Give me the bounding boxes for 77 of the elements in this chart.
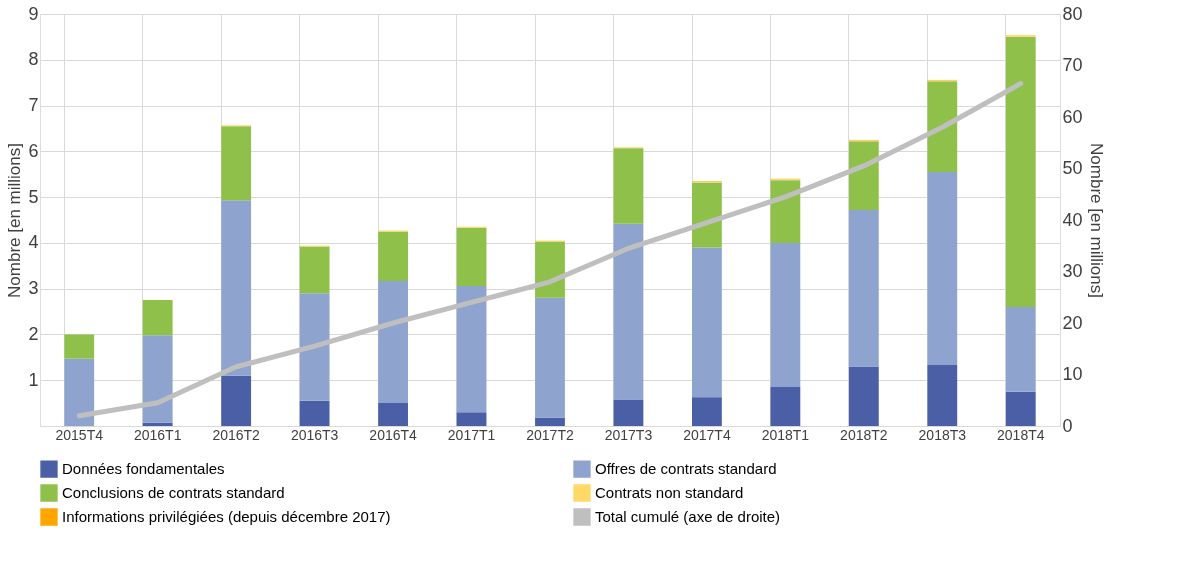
bar: [221, 375, 252, 426]
bar: [535, 417, 565, 426]
x-tick-label: 2018T1: [761, 426, 810, 443]
x-tick-label: 2018T3: [918, 426, 967, 443]
y2-tick-label: 80: [1062, 3, 1083, 24]
bar: [848, 209, 879, 367]
y-tick-label: 4: [28, 232, 39, 253]
bar: [927, 81, 958, 172]
bar: [221, 126, 252, 201]
x-tick-label: 2017T3: [604, 426, 653, 443]
y-tick-label: 2: [28, 323, 39, 344]
legend-label: Offres de contrats standard: [595, 460, 777, 478]
bar: [535, 297, 565, 418]
bar: [770, 387, 801, 426]
bar: [64, 358, 95, 426]
y-tick-label: 9: [28, 3, 39, 24]
x-tick-label: 2016T3: [290, 426, 339, 443]
bar: [142, 300, 173, 336]
bar: [456, 285, 487, 413]
bar: [535, 241, 565, 298]
bar: [692, 247, 722, 398]
y2-axis-title: Nombre [en millions]: [1086, 143, 1106, 298]
x-tick-label: 2015T4: [55, 426, 104, 443]
bar: [1005, 306, 1036, 392]
bar: [848, 366, 879, 426]
bar: [142, 422, 173, 426]
legend-label: Conclusions de contrats standard: [62, 484, 285, 501]
y-tick-label: 8: [28, 49, 39, 70]
y-tick-label: 1: [28, 369, 39, 390]
y-tick-label: 5: [28, 186, 39, 207]
bar: [692, 397, 722, 426]
bar: [378, 403, 408, 426]
y-tick-label: 3: [28, 278, 39, 299]
y2-tick-label: 30: [1062, 261, 1083, 281]
bar: [378, 280, 408, 404]
legend-label: Total cumulé (axe de droite): [595, 508, 781, 525]
x-tick-label: 2017T4: [683, 426, 731, 443]
x-tick-label: 2017T1: [447, 426, 496, 443]
bar: [299, 293, 330, 401]
y-tick-label: 6: [28, 140, 39, 161]
legend-label: Données fondamentales: [62, 460, 225, 478]
y2-tick-label: 60: [1062, 106, 1083, 127]
y-axis-title: Nombre [en millions]: [5, 143, 25, 298]
bar: [456, 412, 487, 426]
bar: [613, 399, 644, 426]
bar: [613, 148, 644, 224]
bar: [770, 180, 801, 243]
bar: [456, 227, 487, 286]
y2-tick-label: 20: [1062, 312, 1083, 333]
y2-tick-label: 70: [1062, 55, 1083, 75]
y2-tick-label: 0: [1062, 415, 1073, 436]
bar: [770, 242, 801, 388]
bar: [1005, 391, 1036, 426]
y-tick-label: 7: [28, 95, 39, 116]
x-tick-label: 2016T2: [212, 426, 261, 443]
bar: [378, 231, 408, 281]
x-tick-label: 2018T2: [840, 426, 888, 443]
bar: [692, 182, 722, 248]
legend-label: Informations privilégiées (depuis décembre 2017): [62, 508, 391, 525]
y2-tick-label: 50: [1062, 158, 1083, 178]
bar: [848, 141, 879, 210]
x-tick-label: 2018T4: [997, 426, 1045, 443]
x-tick-label: 2016T4: [369, 426, 418, 443]
bar: [299, 400, 330, 426]
bar: [927, 171, 958, 366]
y2-tick-label: 40: [1062, 209, 1083, 230]
y2-tick-label: 10: [1062, 364, 1083, 384]
bar: [299, 246, 330, 294]
x-tick-label: 2017T2: [526, 426, 574, 443]
bar: [613, 223, 644, 400]
bar: [927, 365, 958, 426]
bar: [1005, 36, 1036, 307]
legend-label: Contrats non standard: [595, 484, 744, 501]
bar: [142, 335, 173, 423]
bar: [64, 334, 95, 359]
bar: [221, 200, 252, 376]
x-tick-label: 2016T1: [133, 426, 182, 443]
